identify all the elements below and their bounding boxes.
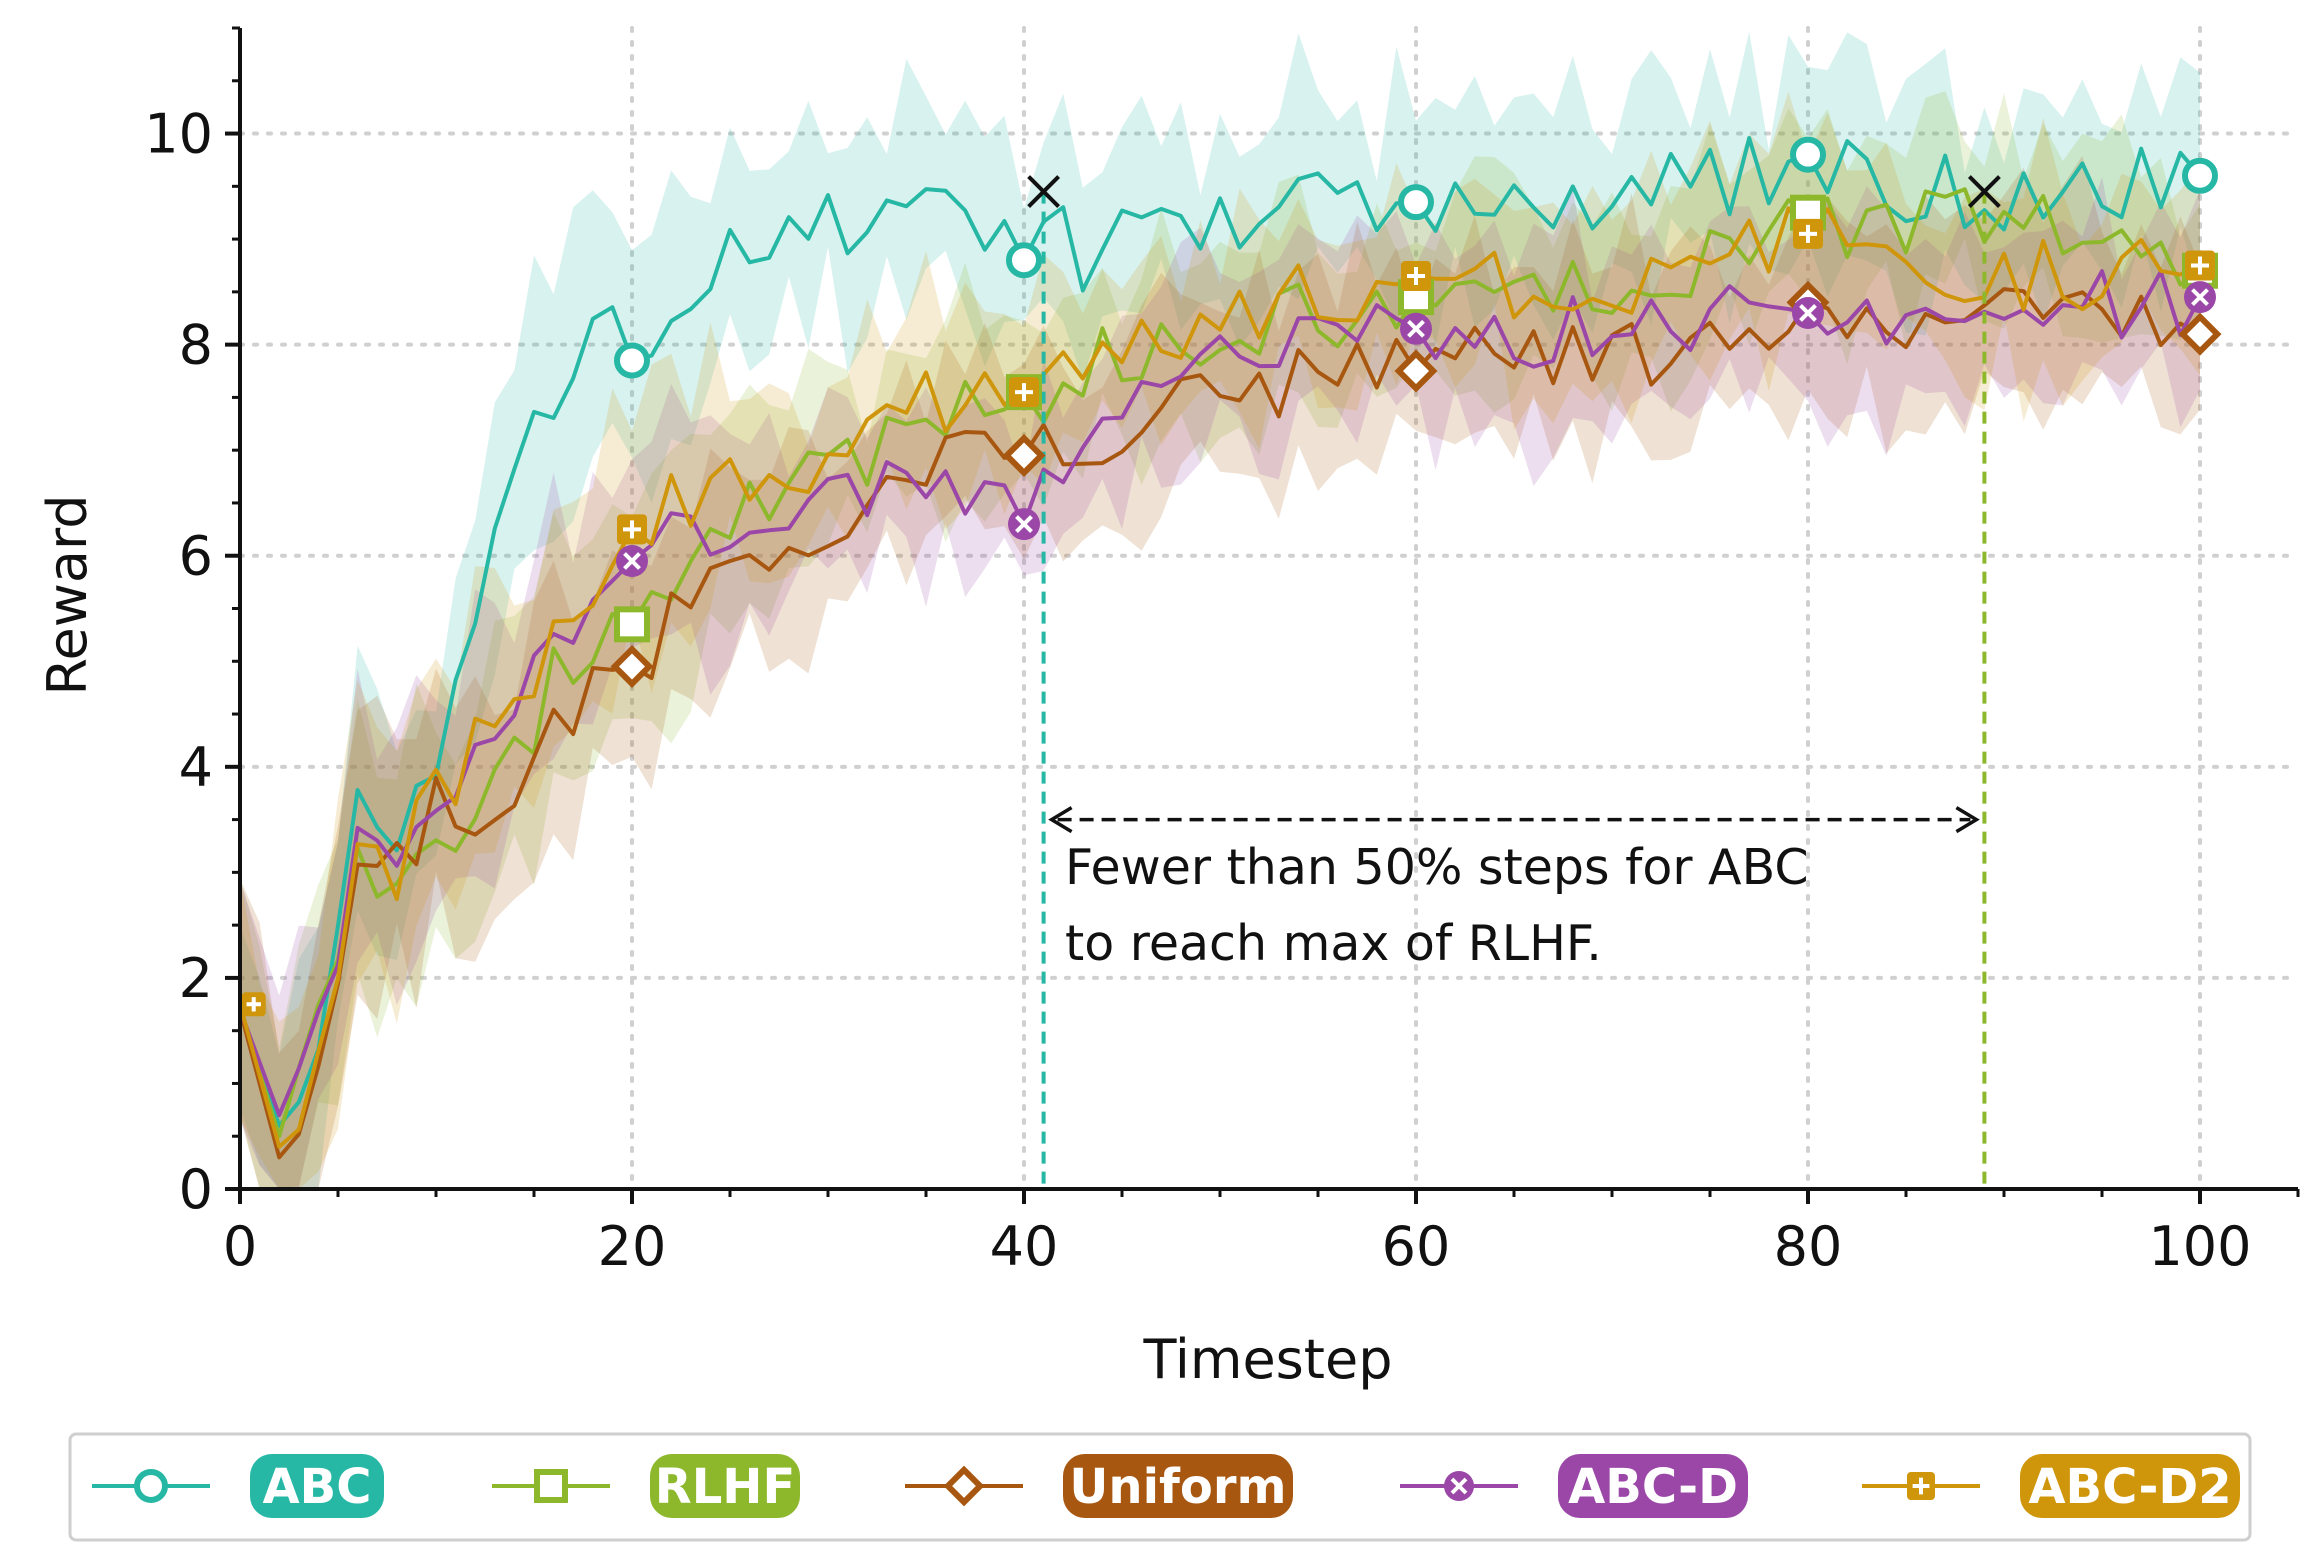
series-markers — [241, 136, 2222, 1017]
marker-uniform — [1394, 349, 1438, 393]
line-abc — [238, 136, 2202, 1128]
legend-entry-uniform: Uniform — [905, 1454, 1293, 1518]
legend-entry-abc: ABC — [92, 1454, 384, 1518]
marker-rlhf — [614, 606, 650, 643]
y-axis-title: Reward — [36, 494, 99, 695]
max-x-marker — [1967, 175, 2001, 209]
line-abc-d — [238, 269, 2202, 1118]
y-tick-label: 8 — [179, 314, 213, 377]
grid — [238, 26, 2300, 1191]
marker-abc-d2 — [1009, 377, 1039, 408]
legend-marker — [534, 1469, 568, 1503]
marker-abc-d2-start — [241, 992, 266, 1017]
legend-entry-rlhf: RLHF — [492, 1454, 800, 1518]
marker-abc-d2 — [2185, 250, 2215, 281]
axes: 0 20 40 60 80 100 0 2 4 6 8 10 — [144, 26, 2300, 1278]
marker-abc-d2 — [617, 514, 647, 545]
legend-label-pill — [650, 1454, 800, 1518]
marker-abc — [1006, 242, 1042, 279]
marker-abc — [1790, 136, 1826, 173]
annotation: Fewer than 50% steps for ABC to reach ma… — [1048, 806, 1980, 972]
marker-uniform — [1002, 433, 1046, 477]
marker-abc-d — [616, 545, 648, 578]
y-tick-label: 4 — [179, 736, 213, 799]
reference-lines — [1041, 191, 1987, 1189]
annotation-arrow-right-head — [1955, 806, 1980, 834]
legend-label-pill — [250, 1454, 384, 1518]
marker-uniform — [2178, 312, 2222, 356]
y-tick-label: 0 — [179, 1158, 213, 1221]
max-x-marker — [1027, 175, 1061, 209]
legend: ABC RLHF Uniform ABC-D ABC-D2 — [68, 1432, 2252, 1542]
confidence-bands — [240, 31, 2200, 1190]
marker-abc-d — [1400, 312, 1432, 345]
series-lines — [238, 136, 2202, 1160]
legend-label: ABC — [263, 1459, 372, 1515]
legend-marker — [943, 1465, 985, 1507]
band-abc-d2 — [240, 91, 2200, 1189]
legend-label: ABC-D — [1568, 1459, 1738, 1515]
x-tick-label: 60 — [1382, 1215, 1451, 1278]
marker-abc-d2 — [1401, 261, 1431, 292]
marker-abc-d — [1008, 508, 1040, 541]
marker-uniform — [610, 645, 654, 689]
legend-marker — [1907, 1472, 1935, 1500]
x-tick-label: 0 — [223, 1215, 257, 1278]
line-rlhf — [238, 187, 2202, 1139]
marker-abc — [1398, 184, 1434, 221]
legend-label-pill — [1063, 1454, 1293, 1518]
legend-label: Uniform — [1069, 1459, 1286, 1515]
legend-marker — [134, 1469, 168, 1503]
legend-marker — [1444, 1471, 1474, 1501]
legend-label: ABC-D2 — [2028, 1459, 2231, 1515]
legend-entry-abc-d2: ABC-D2 — [1862, 1454, 2240, 1518]
legend-label-pill — [1558, 1454, 1748, 1518]
annotation-arrow-left-head — [1048, 806, 1073, 834]
x-tick-label: 80 — [1774, 1215, 1843, 1278]
line-abc-d2 — [238, 206, 2201, 1149]
x-axis-title: Timestep — [1143, 1328, 1393, 1391]
marker-abc — [2182, 157, 2218, 194]
legend-entry-abc-d: ABC-D — [1400, 1454, 1748, 1518]
marker-abc-d — [1792, 296, 1824, 329]
annotation-line-1: Fewer than 50% steps for ABC — [1065, 839, 1809, 896]
annotation-line-2: to reach max of RLHF. — [1065, 915, 1602, 972]
band-abc — [240, 31, 2200, 1189]
legend-label: RLHF — [655, 1459, 796, 1515]
marker-abc-d2 — [1793, 218, 1823, 249]
y-tick-label: 2 — [179, 947, 213, 1010]
legend-label-pill — [2020, 1454, 2240, 1518]
marker-abc — [614, 342, 650, 379]
marker-abc-d — [2184, 281, 2216, 314]
x-tick-label: 100 — [2148, 1215, 2251, 1278]
x-tick-label: 20 — [598, 1215, 667, 1278]
y-tick-label: 10 — [144, 103, 213, 166]
x-tick-label: 40 — [990, 1215, 1059, 1278]
band-abc-d — [240, 176, 2200, 1189]
y-tick-label: 6 — [179, 525, 213, 588]
